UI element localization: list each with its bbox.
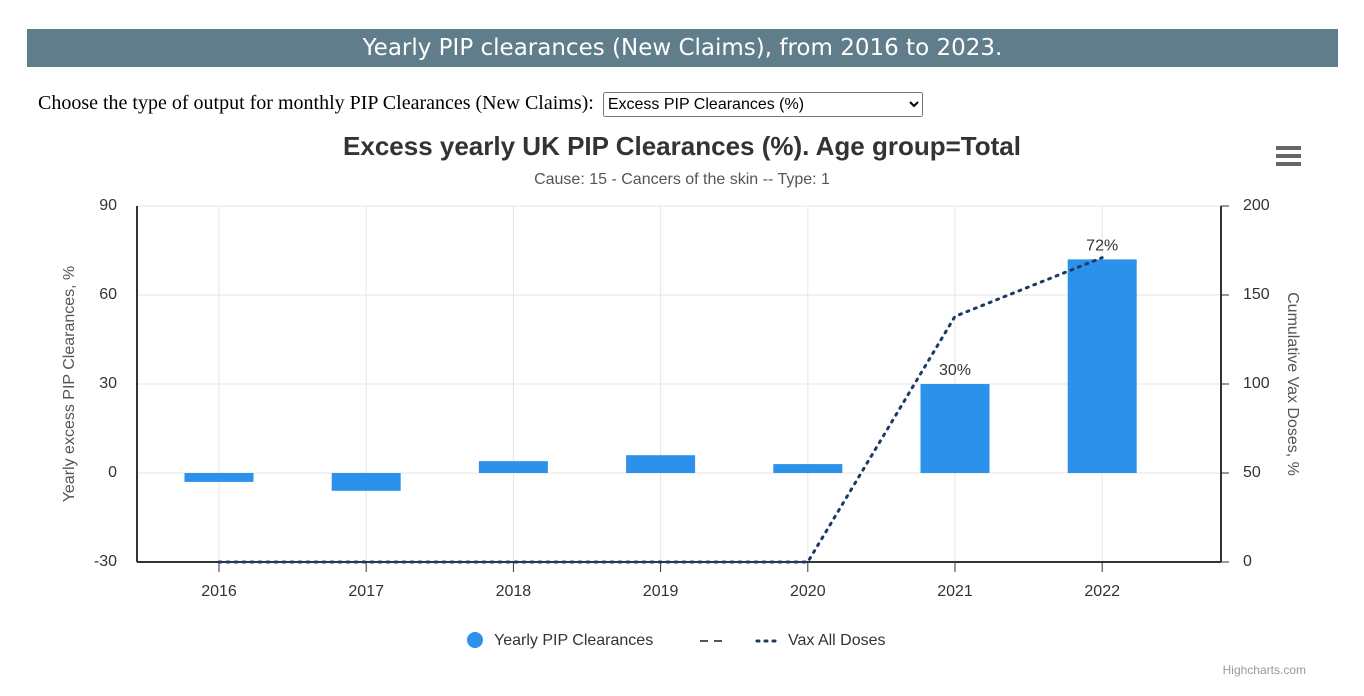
output-control: Choose the type of output for monthly PI… <box>38 92 923 117</box>
chart-title: Excess yearly UK PIP Clearances (%). Age… <box>343 131 1021 161</box>
y2-axis-title: Cumulative Vax Doses, % <box>1284 292 1301 476</box>
chart-subtitle: Cause: 15 - Cancers of the skin -- Type:… <box>534 171 830 188</box>
x-tick-label: 2021 <box>937 583 973 600</box>
y2-tick-label: 200 <box>1243 197 1270 214</box>
legend-symbol <box>467 632 483 648</box>
data-label: 72% <box>1086 238 1118 255</box>
page-header: Yearly PIP clearances (New Claims), from… <box>27 29 1338 67</box>
menu-bar <box>1276 146 1301 150</box>
credit: Highcharts.com <box>1223 663 1306 677</box>
output-select[interactable]: Excess PIP Clearances (%) <box>602 92 923 117</box>
bar <box>920 384 990 473</box>
bar <box>331 473 401 491</box>
x-tick-label: 2018 <box>496 583 532 600</box>
y-tick-label: -30 <box>94 553 117 570</box>
y-tick-label: 90 <box>99 197 117 214</box>
bar <box>1067 259 1137 473</box>
x-tick-label: 2017 <box>348 583 384 600</box>
control-label: Choose the type of output for monthly PI… <box>38 92 594 114</box>
x-tick-label: 2020 <box>790 583 826 600</box>
legend-label: Yearly PIP Clearances <box>494 632 653 649</box>
menu-button[interactable] <box>1276 146 1301 166</box>
bar <box>478 461 548 473</box>
y-tick-label: 30 <box>99 375 117 392</box>
x-tick-label: 2022 <box>1084 583 1120 600</box>
line <box>217 256 1104 564</box>
menu-bar <box>1276 162 1301 166</box>
bar <box>773 464 843 473</box>
y-axis-title: Yearly excess PIP Clearances, % <box>61 266 78 503</box>
data-label: 30% <box>939 362 971 379</box>
y-tick-label: 0 <box>108 464 117 481</box>
x-tick-label: 2019 <box>643 583 679 600</box>
bar <box>184 473 254 482</box>
y-tick-label: 60 <box>99 286 117 303</box>
y2-tick-label: 50 <box>1243 464 1261 481</box>
legend-label: Vax All Doses <box>788 632 886 649</box>
x-tick-label: 2016 <box>201 583 237 600</box>
y2-tick-label: 150 <box>1243 286 1270 303</box>
y2-tick-label: 100 <box>1243 375 1270 392</box>
bar <box>626 455 696 473</box>
menu-bar <box>1276 154 1301 158</box>
y2-tick-label: 0 <box>1243 553 1252 570</box>
